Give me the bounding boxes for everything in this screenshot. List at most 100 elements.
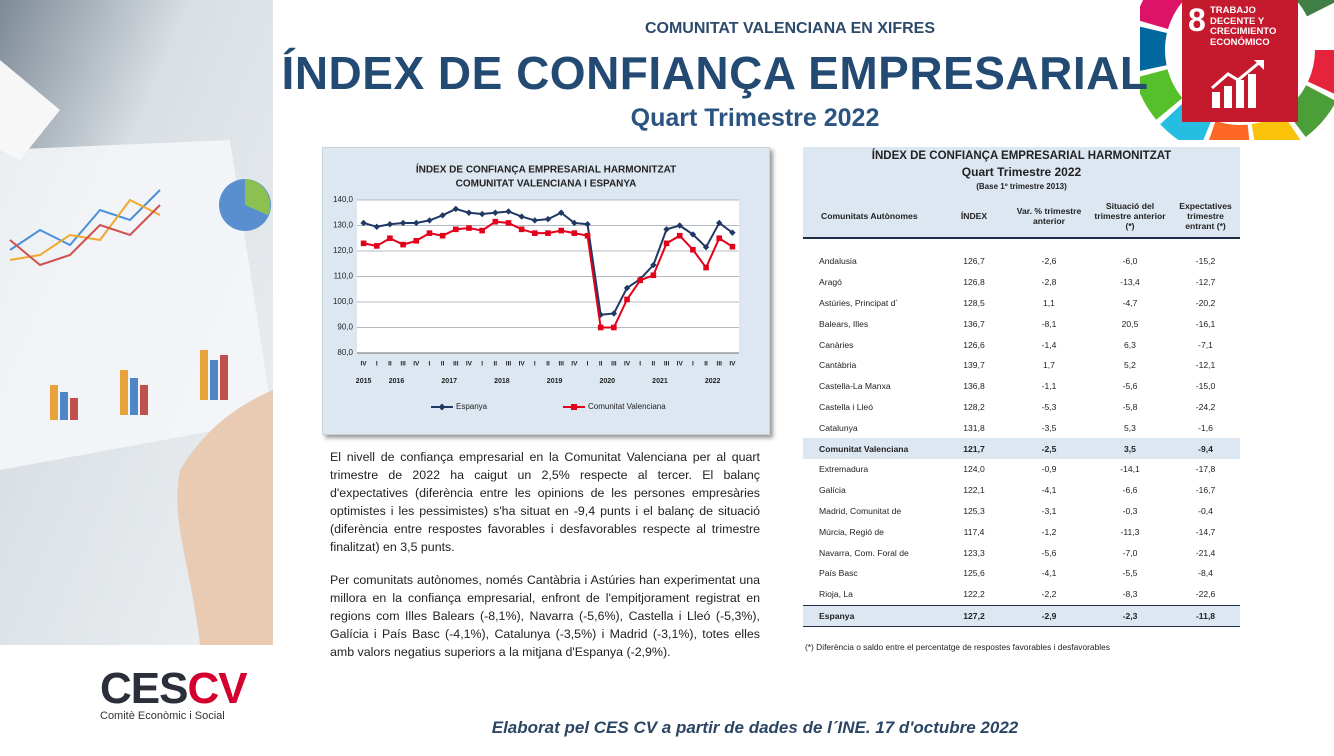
x-group-label: 2020 (599, 378, 615, 385)
table-header: ÍNDEX DE CONFIANÇA EMPRESARIAL HARMONITZ… (803, 147, 1240, 195)
logo-accent: CV (187, 664, 247, 713)
x-tick-label: I (639, 361, 641, 368)
x-tick-label: IV (677, 361, 684, 368)
table-cell: 128,2 (963, 401, 985, 412)
table-box: ÍNDEX DE CONFIANÇA EMPRESARIAL HARMONITZ… (803, 147, 1240, 628)
marker (690, 246, 696, 253)
table-cell: Espanya (803, 604, 939, 628)
table-cell: -6,6 (1122, 485, 1138, 496)
marker (584, 232, 591, 239)
table-cell: -2,9 (1009, 604, 1089, 628)
table-row: Madrid, Comunitat de 125,3 -3,1 -0,3 -0,4 (803, 501, 1240, 522)
y-tick-label: 80,0 (337, 348, 353, 357)
photo (0, 0, 273, 645)
x-tick-label: IV (571, 361, 578, 368)
x-group-label: 2021 (652, 378, 668, 385)
marker (413, 238, 420, 244)
table-cell: -5,8 (1122, 401, 1138, 412)
table-row: Catalunya 131,8 -3,5 5,3 -1,6 (803, 417, 1240, 438)
marker (373, 243, 380, 249)
table-row: Múrcia, Regió de 117,4 -1,2 -11,3 -14,7 (803, 521, 1240, 542)
x-tick-label: II (652, 361, 656, 368)
legend-marker (438, 403, 446, 411)
badge-icon (1211, 60, 1264, 108)
y-tick-label: 110,0 (334, 272, 354, 281)
table-cell: 117,4 (963, 526, 985, 537)
sdg-badge: 8 TRABAJO DECENTE Y CRECIMIENTO ECONÓMIC… (1182, 0, 1298, 122)
table-row: Galícia 122,1 -4,1 -6,6 -16,7 (803, 480, 1240, 501)
table-header-row: Comunitats Autònomes ÍNDEX Var. % trimestr… (803, 195, 1240, 239)
table-cell: -16,1 (1195, 318, 1216, 329)
marker (439, 212, 446, 219)
chart-box: ÍNDEX DE CONFIANÇA EMPRESARIAL HARMONITZ… (322, 147, 770, 435)
logo-main: CES (100, 664, 188, 713)
marker (597, 324, 604, 331)
marker (703, 264, 709, 271)
table-cell: -11,3 (1120, 526, 1140, 537)
column-header: Comunitats Autònomes (803, 195, 939, 239)
table-cell: -4,1 (1041, 568, 1057, 579)
table-cell: Comunitat Valenciana (803, 438, 939, 459)
marker (571, 230, 578, 236)
table-cell: 136,7 (963, 318, 985, 329)
table-cell: -2,8 (1041, 277, 1057, 288)
x-tick-label: I (692, 361, 694, 368)
marker (387, 235, 393, 242)
table-cell: -5,6 (1041, 547, 1057, 558)
marker (650, 272, 657, 279)
table-cell: 125,6 (963, 568, 985, 579)
table-cell: 126,7 (963, 256, 985, 267)
table-cell: 122,1 (963, 485, 985, 496)
table-row: Canàries 126,6 -1,4 6,3 -7,1 (803, 334, 1240, 355)
x-group-label: 2017 (441, 378, 457, 385)
table-cell: -22,6 (1195, 589, 1216, 600)
table-cell: Galícia (819, 485, 846, 496)
table-cell: -21,4 (1195, 547, 1216, 558)
table-cell: 5,2 (1124, 360, 1136, 371)
table-cell: -14,7 (1195, 526, 1216, 537)
x-tick-label: IV (624, 361, 631, 368)
table-cell: -1,1 (1041, 381, 1057, 392)
x-tick-label: IV (466, 361, 473, 368)
x-tick-label: IV (361, 361, 368, 368)
table-cell: -4,1 (1041, 485, 1057, 496)
table-cell: -15,2 (1195, 256, 1216, 267)
table-cell: Navarra, Com. Foral de (819, 547, 909, 558)
x-tick-label: II (599, 361, 603, 368)
chart: ÍNDEX DE CONFIANÇA EMPRESARIAL HARMONITZ… (333, 163, 739, 411)
y-tick-label: 130,0 (333, 221, 354, 230)
marker (729, 243, 736, 250)
table-cell: Catalunya (819, 422, 858, 433)
table-cell: -15,0 (1195, 381, 1216, 392)
table-cell: 6,3 (1124, 339, 1136, 350)
table-cell: 126,8 (963, 277, 985, 288)
table-cell: 122,2 (963, 589, 985, 600)
marker (702, 243, 710, 251)
marker (452, 205, 459, 213)
sdg-wheel (1140, 0, 1334, 140)
table-cell: -16,7 (1195, 485, 1216, 496)
table-cell: Balears, Illes (819, 318, 869, 329)
x-tick-label: III (400, 361, 406, 368)
marker (426, 230, 433, 236)
chart-subtitle: COMUNITAT VALENCIANA I ESPANYA (456, 179, 637, 190)
table-cell: Castella i Lleó (819, 401, 873, 412)
paragraph: El nivell de confiança empresarial en la… (330, 450, 760, 554)
x-tick-label: III (506, 361, 512, 368)
table-cell: Aragó (819, 277, 842, 288)
x-tick-label: I (534, 361, 536, 368)
table-row: Balears, Illes 136,7 -8,1 20,5 -16,1 (803, 313, 1240, 334)
table-row: Andalusia 126,7 -2,6 -6,0 -15,2 (803, 238, 1240, 272)
x-group-label: 2022 (705, 378, 721, 385)
table-cell: -0,3 (1122, 505, 1138, 516)
table-cell: 125,3 (963, 505, 985, 516)
table-cell: 124,0 (963, 464, 985, 475)
logo-caption: Comitè Econòmic i Social (100, 710, 225, 722)
table-cell: -6,0 (1122, 256, 1138, 267)
x-tick-label: III (664, 361, 670, 368)
marker (729, 229, 736, 236)
y-tick-label: 120,0 (333, 246, 354, 255)
logo: CESCV Comitè Econòmic i Social (100, 664, 248, 722)
table-row: Espanya 127,2 -2,9 -2,3 -11,8 (803, 604, 1240, 628)
marker (413, 219, 420, 227)
